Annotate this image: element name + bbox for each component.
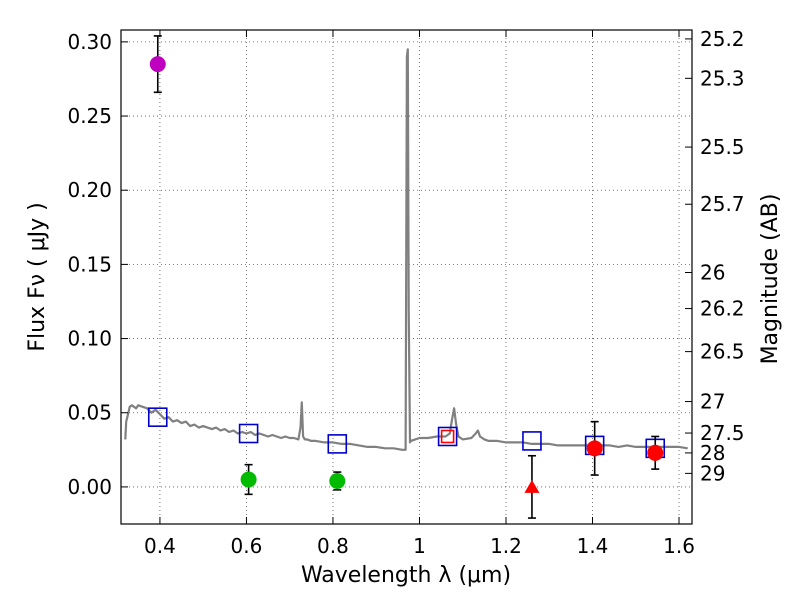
y2-tick-label: 26 [700, 260, 725, 284]
y2-tick-label: 25.3 [700, 66, 745, 90]
y-tick-label: 0.15 [67, 252, 112, 276]
model-band-box [437, 426, 458, 447]
model-band-box [522, 431, 542, 451]
observed-point-red [586, 440, 603, 457]
upper-limit-triangle [524, 479, 540, 493]
model-band-box [147, 407, 168, 427]
y-axis-left: 0.00 0.05 0.10 0.15 0.20 0.25 0.30 [67, 30, 128, 499]
y-tick-label: 0.25 [67, 104, 112, 128]
x-axis: 0.4 0.6 0.8 1 1.2 1.4 1.6 [144, 30, 695, 558]
x-tick-label: 0.6 [231, 534, 263, 558]
plot-border [120, 29, 693, 525]
x-tick-label: 1 [413, 534, 426, 558]
y2-tick-label: 29 [700, 461, 725, 485]
y2-tick-label: 25.5 [700, 135, 745, 159]
observed-point-blue [149, 56, 166, 73]
y2-tick-label: 25.2 [700, 27, 745, 51]
x-tick-label: 0.4 [144, 534, 176, 558]
observed-point-green [329, 472, 346, 489]
model-band-box [238, 423, 259, 444]
x-tick-label: 1.2 [490, 534, 522, 558]
y-tick-label: 0.00 [67, 475, 112, 499]
x-axis-label: Wavelength λ (μm) [301, 563, 511, 588]
model-band-box [327, 434, 348, 454]
y-axis-label: Flux Fν ( μJy ) [25, 202, 50, 351]
observed-square-red [440, 429, 455, 444]
y-tick-label: 0.30 [67, 30, 112, 54]
x-tick-label: 0.8 [317, 534, 349, 558]
y2-tick-label: 25.7 [700, 192, 745, 216]
x-tick-label: 1.4 [577, 534, 609, 558]
spectrum-line [124, 48, 688, 451]
y2-tick-label: 28 [700, 441, 725, 465]
observed-point-green [240, 471, 257, 488]
y2-tick-label: 27 [700, 390, 725, 414]
y-tick-label: 0.10 [67, 327, 112, 351]
observed-point-red [647, 444, 664, 461]
y2-axis-label: Magnitude (AB) [758, 194, 783, 365]
y2-tick-label: 27.5 [700, 421, 745, 445]
y-tick-label: 0.20 [67, 178, 112, 202]
y2-tick-label: 26.5 [700, 340, 745, 364]
y-tick-label: 0.05 [67, 401, 112, 425]
y2-tick-label: 26.2 [700, 297, 745, 321]
x-tick-label: 1.6 [663, 534, 695, 558]
